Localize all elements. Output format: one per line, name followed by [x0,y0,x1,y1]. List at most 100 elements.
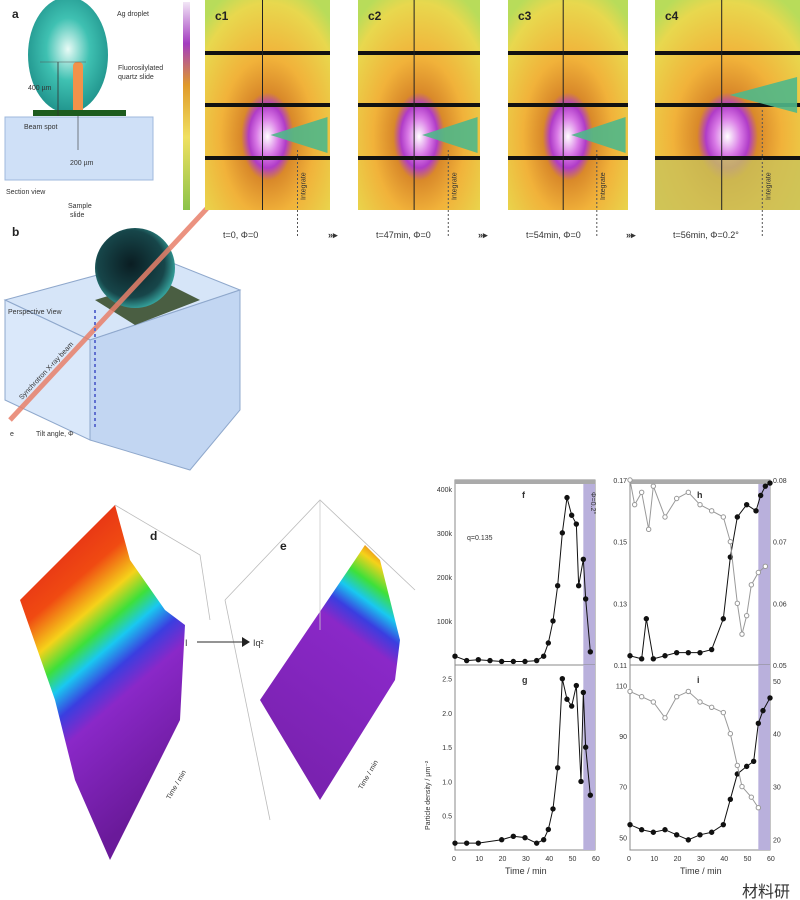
data-point [540,837,547,843]
data-point [720,821,727,828]
integrate-label: Integrate [451,172,458,200]
plot-frame [629,664,771,851]
data-point [522,658,528,665]
data-point [697,832,703,838]
pattern-label: c3 [518,9,532,23]
data-point [743,501,750,508]
data-point [767,695,773,701]
pattern-caption: t=56min, Φ=0.2° [673,230,739,240]
panel-a-section-view: a Ag droplet Fluorosilylated quartz slid… [4,0,163,196]
data-point [762,483,769,489]
colorbar [183,2,190,210]
data-point [727,731,734,737]
top-bar [630,480,770,484]
data-point [452,840,458,846]
surface-plots: d e I Iq² Time / min Time / min [20,499,416,860]
sequence-arrow-icon: »▸ [626,230,636,240]
y-tick-label: 1.5 [442,745,452,752]
panel-letter: i [697,675,700,685]
data-point [568,703,575,709]
x-tick-label: 40 [720,856,728,863]
data-point [533,657,540,664]
y-tick-label: 100k [437,619,453,626]
tilt-angle-label: Tilt angle, Φ [36,431,74,438]
y2-tick-label: 30 [773,785,781,792]
y-tick-label: 200k [437,575,453,582]
detector-gap [205,156,330,160]
data-point [582,744,589,750]
data-point [533,840,540,846]
data-point [734,600,741,607]
height-label: 400 µm [28,85,52,92]
data-point [662,514,668,520]
data-point [697,649,703,656]
y-tick-label: 0.11 [614,663,627,670]
data-point [673,832,680,838]
data-point [578,778,584,785]
surface-d-time-axis: Time / min [166,769,188,801]
data-point [685,688,692,695]
pattern-label: c1 [215,9,229,23]
data-point [638,489,645,496]
pattern-label: c2 [368,9,382,23]
detector-gap [655,51,800,55]
y-tick-label: 90 [619,734,627,741]
pattern-c2: c2 Integrate t=47min, Φ=0 »▸ [358,0,488,240]
data-point [463,657,470,664]
pattern-caption: t=0, Φ=0 [223,230,258,240]
data-point [510,833,517,839]
tilt-shade-region [583,480,595,665]
beam-spot-label: Beam spot [24,124,58,131]
surface-e-time-axis: Time / min [358,759,380,791]
data-point [708,646,715,653]
data-point [767,480,773,486]
top-bar [455,480,595,484]
data-point [708,508,715,514]
detector-gap [205,51,330,55]
data-point [554,765,561,771]
x-tick-label: 0 [452,856,456,863]
data-point [559,676,566,682]
data-point [573,682,580,689]
y-tick-label: 1.0 [442,779,452,786]
data-point [627,653,633,659]
data-point [522,834,528,841]
pattern-c3: c3 Integrate t=54min, Φ=0 »▸ [508,0,636,240]
data-point [475,657,482,663]
droplet [28,0,108,113]
data-point [748,794,755,800]
data-point [650,656,657,662]
detector-gap [358,156,480,160]
data-point [559,530,566,536]
data-point [550,618,556,624]
data-point [753,508,759,514]
substrate [4,116,154,181]
section-view-label: Section view [6,189,46,196]
detector-gap [358,51,480,55]
x-tick-label: 10 [475,856,483,863]
series-line [629,479,766,635]
quartz-slide [33,110,126,116]
droplet-label: Ag droplet [117,11,149,18]
y2-tick-label: 0.08 [773,478,787,485]
x-axis-label: Time / min [505,866,547,876]
data-point [627,821,633,828]
pattern-label: c4 [665,9,679,23]
data-point [554,583,561,589]
y-tick-label: 110 [616,683,627,690]
tilt-shade-region [758,480,770,665]
data-point [720,709,727,716]
pattern-c4: c4 Integrate t=56min, Φ=0.2° [655,0,800,240]
panel-b-perspective-view: b Sample slide Perspective View Synchrot… [3,128,282,471]
integration-sector [270,117,328,153]
data-point [697,699,703,705]
data-point [452,653,458,659]
detector-gap [358,103,480,107]
data-point [643,616,650,622]
detector-gap [508,103,628,107]
watermark: 材料研 [742,883,790,900]
data-point [697,501,703,508]
panel-letter: h [697,490,703,500]
data-point [720,616,727,622]
data-point [750,758,757,765]
